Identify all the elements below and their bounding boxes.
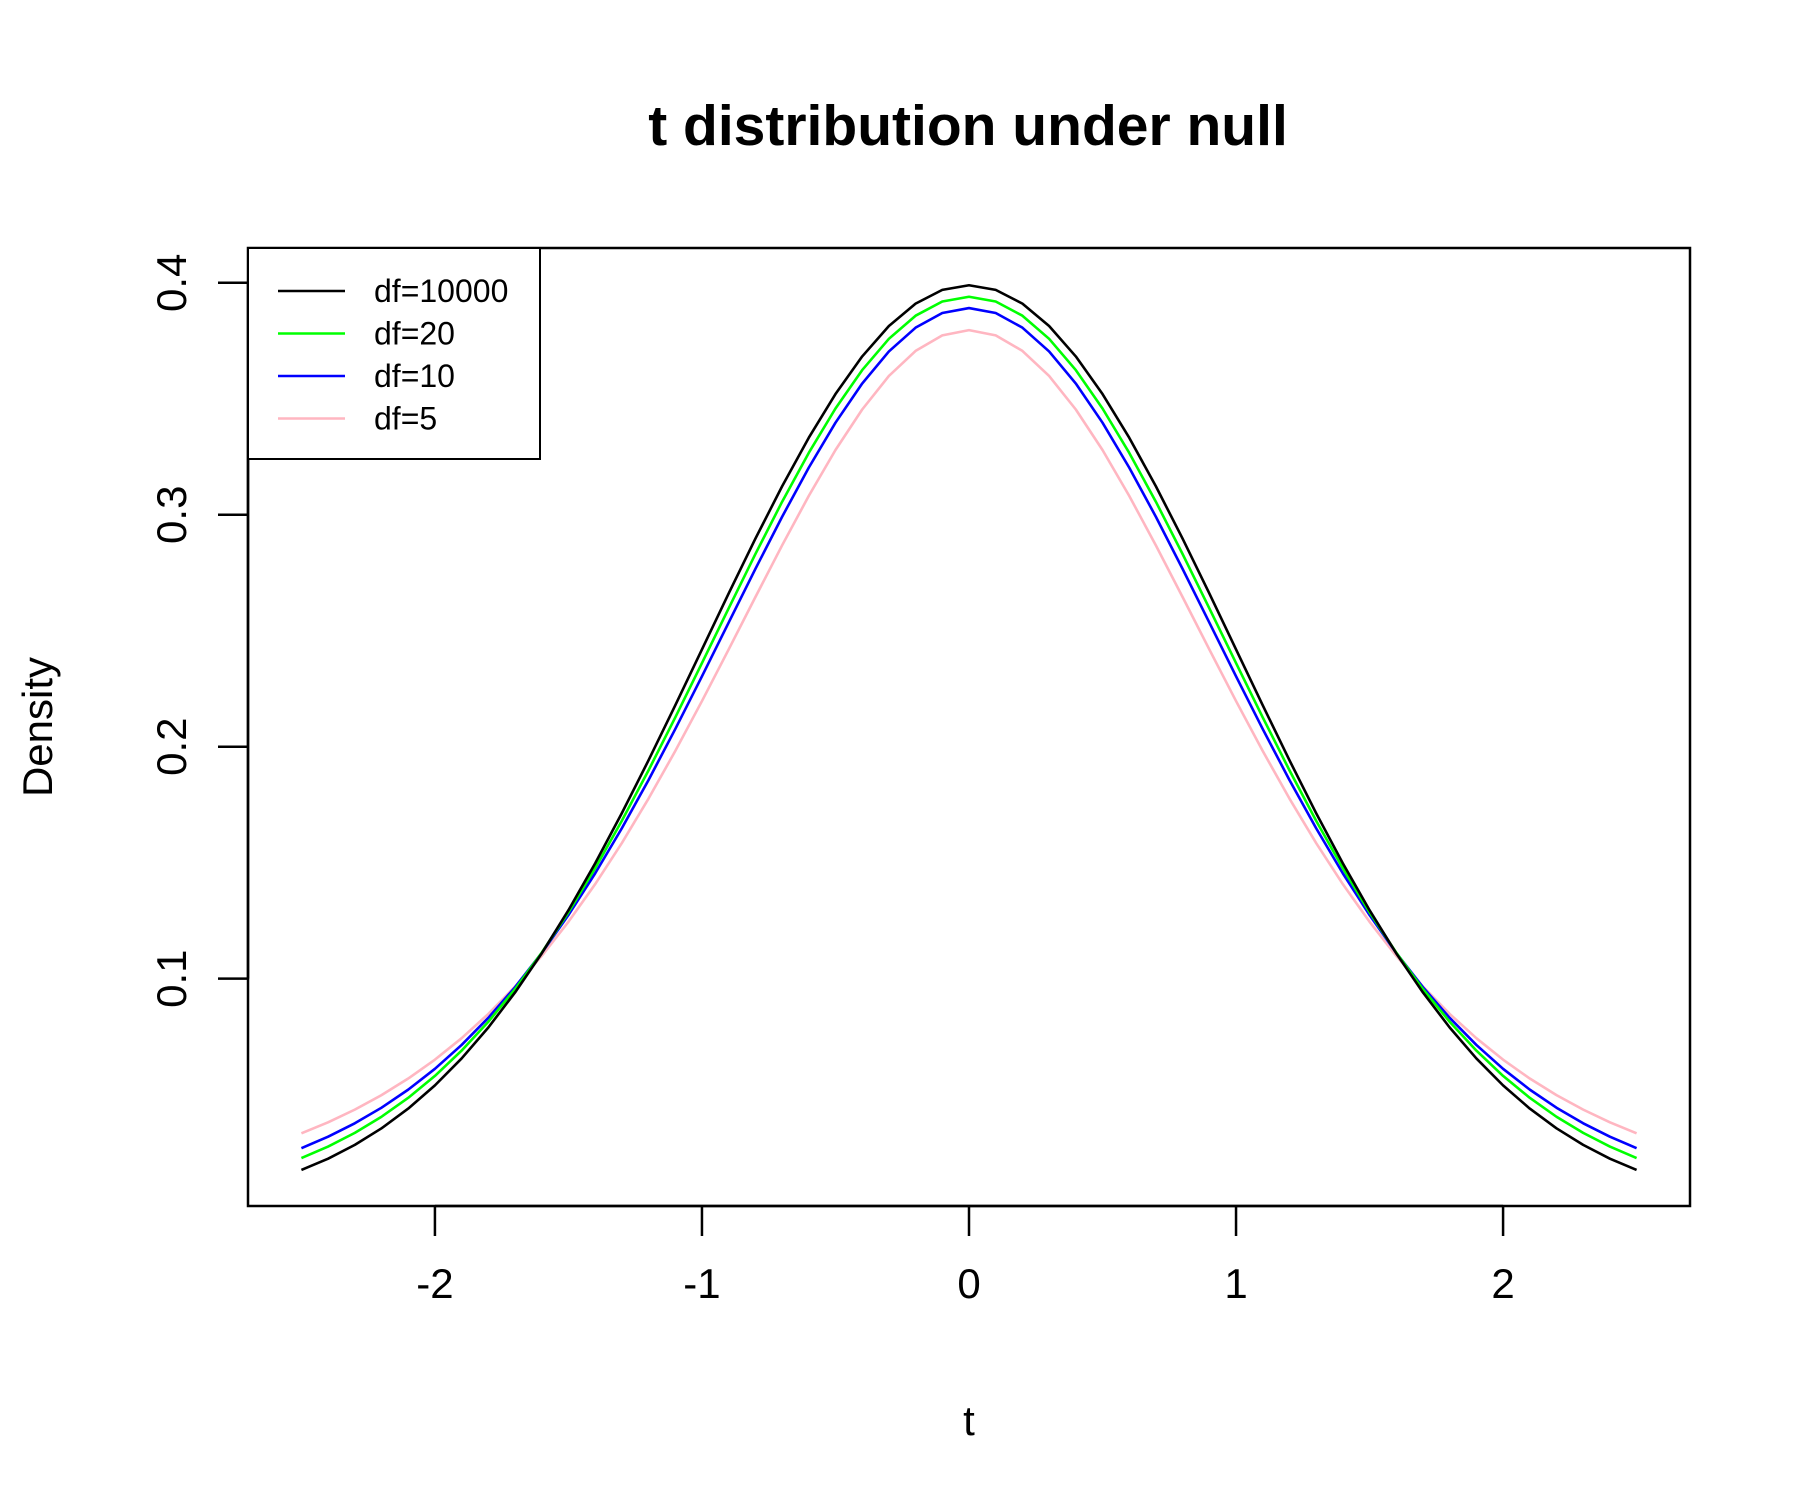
x-tick-label: 0	[957, 1260, 980, 1307]
y-tick-label: 0.4	[148, 254, 195, 312]
x-tick-label: 1	[1224, 1260, 1247, 1307]
y-tick-label: 0.3	[148, 486, 195, 544]
x-tick-label: 2	[1491, 1260, 1514, 1307]
legend-box	[247, 247, 541, 460]
x-axis: -2 -1 0 1 2	[416, 1204, 1515, 1307]
series-lines	[300, 283, 1638, 1172]
y-axis: 0.1 0.2 0.3 0.4	[148, 254, 250, 1008]
legend-label: df=10	[374, 358, 455, 394]
legend-label: df=10000	[374, 273, 508, 309]
x-tick-label: -2	[416, 1260, 453, 1307]
y-tick-label: 0.1	[148, 949, 195, 1007]
x-axis-label: t	[963, 1397, 975, 1444]
series-line-df-20	[300, 295, 1638, 1160]
chart-title: t distribution under null	[648, 94, 1288, 158]
x-tick-label: -1	[683, 1260, 720, 1307]
y-tick-label: 0.2	[148, 718, 195, 776]
legend: df=10000 df=20 df=10 df=5	[247, 247, 541, 460]
legend-label: df=5	[374, 401, 437, 437]
y-axis-label: Density	[14, 657, 61, 797]
legend-label: df=20	[374, 316, 455, 352]
series-line-df-10000	[300, 283, 1638, 1172]
